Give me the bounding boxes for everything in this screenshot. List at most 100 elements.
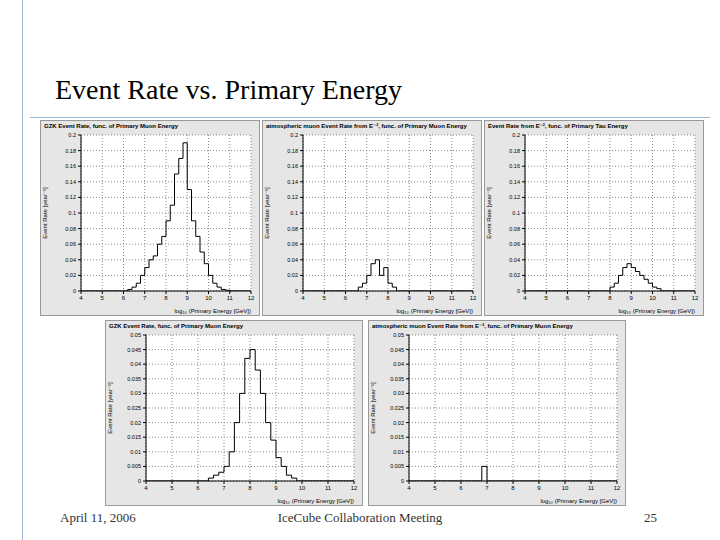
svg-text:0.045: 0.045 [390,347,404,353]
svg-text:0.14: 0.14 [509,179,520,185]
svg-text:0.1: 0.1 [290,210,298,216]
svg-text:0.02: 0.02 [65,272,76,278]
svg-text:8: 8 [164,295,168,301]
svg-text:10: 10 [299,485,306,491]
svg-text:0.005: 0.005 [390,463,404,469]
svg-text:9: 9 [274,485,278,491]
svg-text:8: 8 [248,485,252,491]
svg-text:0.03: 0.03 [393,390,404,396]
svg-text:0.035: 0.035 [390,376,404,382]
svg-text:Event Rate [year⁻¹]: Event Rate [year⁻¹] [370,382,376,434]
svg-text:0.005: 0.005 [127,463,141,469]
svg-text:8: 8 [386,295,390,301]
svg-text:11: 11 [449,295,456,301]
svg-text:0.025: 0.025 [390,405,404,411]
svg-text:0.16: 0.16 [65,163,76,169]
svg-text:0.06: 0.06 [287,241,298,247]
svg-text:0.08: 0.08 [65,226,76,232]
svg-text:0.16: 0.16 [287,163,298,169]
svg-text:5: 5 [101,295,105,301]
svg-text:0.04: 0.04 [65,257,76,263]
svg-text:7: 7 [143,295,147,301]
svg-text:9: 9 [408,295,412,301]
svg-text:5: 5 [545,295,549,301]
svg-text:0.02: 0.02 [130,420,141,426]
svg-text:4: 4 [301,295,305,301]
svg-text:11: 11 [325,485,332,491]
svg-text:0.015: 0.015 [127,434,141,440]
svg-text:Event Rate [year⁻¹]: Event Rate [year⁻¹] [107,382,113,434]
svg-text:6: 6 [196,485,200,491]
svg-text:5: 5 [170,485,174,491]
svg-text:log₁₀ (Primary Energy [GeV]): log₁₀ (Primary Energy [GeV]) [174,308,251,314]
svg-text:0.015: 0.015 [390,434,404,440]
svg-text:0.2: 0.2 [512,132,520,138]
svg-text:6: 6 [566,295,570,301]
svg-text:Event Rate [year⁻¹]: Event Rate [year⁻¹] [264,187,270,239]
svg-text:0.08: 0.08 [287,226,298,232]
svg-text:7: 7 [485,485,489,491]
svg-text:4: 4 [523,295,527,301]
svg-text:4: 4 [79,295,83,301]
svg-text:0.2: 0.2 [68,132,76,138]
svg-text:11: 11 [588,485,595,491]
svg-text:0.02: 0.02 [509,272,520,278]
svg-text:6: 6 [122,295,126,301]
svg-text:7: 7 [587,295,591,301]
svg-text:0.02: 0.02 [393,420,404,426]
svg-text:0.01: 0.01 [130,449,141,455]
svg-text:0.01: 0.01 [393,449,404,455]
svg-text:0.16: 0.16 [509,163,520,169]
svg-text:0: 0 [295,288,298,294]
svg-text:6: 6 [344,295,348,301]
svg-text:Event Rate [year⁻¹]: Event Rate [year⁻¹] [486,187,492,239]
svg-text:log₁₀ (Primary Energy [GeV]): log₁₀ (Primary Energy [GeV]) [618,308,695,314]
svg-text:0.12: 0.12 [65,194,76,200]
svg-text:12: 12 [614,485,621,491]
svg-text:0.03: 0.03 [130,390,141,396]
svg-text:0.04: 0.04 [393,361,404,367]
svg-text:log₁₀ (Primary Energy [GeV]): log₁₀ (Primary Energy [GeV]) [396,308,473,314]
svg-text:0.045: 0.045 [127,347,141,353]
svg-text:8: 8 [608,295,612,301]
svg-text:0.02: 0.02 [287,272,298,278]
svg-text:0.04: 0.04 [509,257,520,263]
svg-text:0.06: 0.06 [65,241,76,247]
svg-text:12: 12 [248,295,255,301]
svg-text:11: 11 [227,295,234,301]
svg-text:4: 4 [144,485,148,491]
svg-text:0.05: 0.05 [393,332,404,338]
svg-text:9: 9 [630,295,634,301]
svg-text:0.18: 0.18 [65,148,76,154]
svg-text:10: 10 [427,295,434,301]
svg-text:10: 10 [205,295,212,301]
svg-text:log₁₀ (Primary Energy [GeV]): log₁₀ (Primary Energy [GeV]) [540,498,617,504]
svg-text:8: 8 [511,485,515,491]
svg-text:0.05: 0.05 [130,332,141,338]
svg-text:7: 7 [365,295,369,301]
svg-text:0.12: 0.12 [287,194,298,200]
svg-text:10: 10 [649,295,656,301]
svg-text:0.035: 0.035 [127,376,141,382]
svg-text:9: 9 [537,485,541,491]
svg-text:0.1: 0.1 [512,210,520,216]
svg-text:12: 12 [351,485,358,491]
svg-text:0.08: 0.08 [509,226,520,232]
svg-text:0: 0 [73,288,76,294]
svg-text:12: 12 [470,295,477,301]
svg-text:9: 9 [186,295,190,301]
svg-text:0.12: 0.12 [509,194,520,200]
svg-text:6: 6 [459,485,463,491]
svg-text:5: 5 [323,295,327,301]
svg-text:0.14: 0.14 [65,179,76,185]
svg-text:0: 0 [517,288,520,294]
svg-text:11: 11 [671,295,678,301]
svg-text:0.18: 0.18 [509,148,520,154]
svg-text:Event Rate [year⁻¹]: Event Rate [year⁻¹] [42,187,48,239]
svg-text:log₁₀ (Primary Energy [GeV]): log₁₀ (Primary Energy [GeV]) [277,498,354,504]
svg-text:5: 5 [433,485,437,491]
svg-text:10: 10 [562,485,569,491]
svg-text:0.06: 0.06 [509,241,520,247]
svg-text:4: 4 [407,485,411,491]
svg-text:0.2: 0.2 [290,132,298,138]
